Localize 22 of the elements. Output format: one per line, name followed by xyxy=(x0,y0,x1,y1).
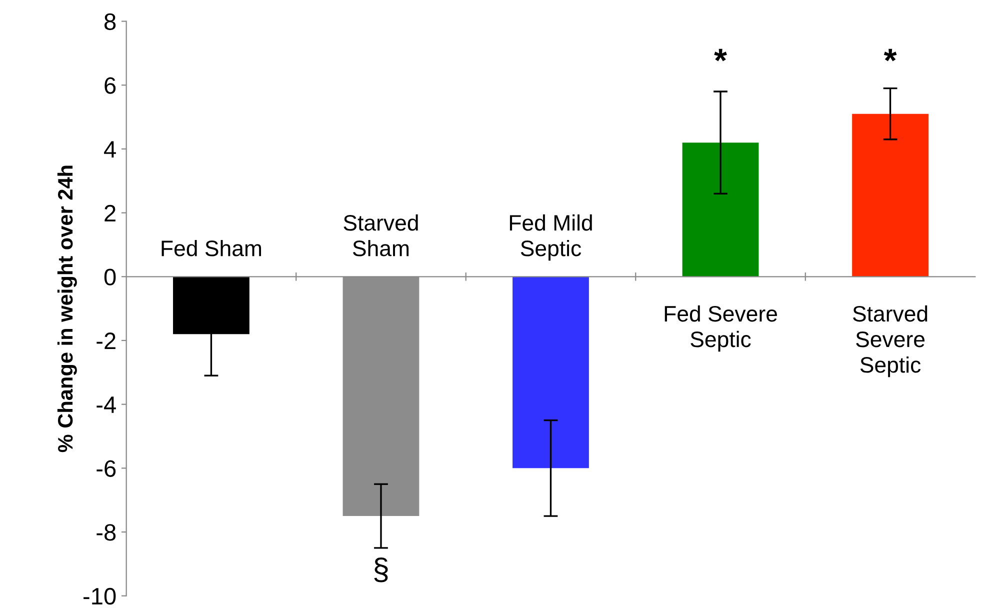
y-tick-label: 2 xyxy=(104,204,116,222)
annotation: * xyxy=(714,48,727,62)
annotation: * xyxy=(884,48,897,62)
bar xyxy=(852,114,928,277)
x-tick-label: Fed Mild Septic xyxy=(510,214,592,261)
x-tick-label: Fed Sham xyxy=(162,240,262,256)
y-tick-label: -10 xyxy=(84,588,116,605)
bar xyxy=(682,142,759,277)
y-tick-label: -6 xyxy=(96,460,116,477)
y-tick-label: -8 xyxy=(96,524,116,541)
y-axis-title: % Change in weight over 24h xyxy=(57,166,77,452)
x-tick-label: Starved Severe Septic xyxy=(852,305,928,378)
x-tick-label: Starved Sham xyxy=(344,214,418,256)
x-tick-label: Fed Severe Septic xyxy=(664,305,777,352)
y-tick-label: -2 xyxy=(96,332,116,350)
y-tick-label: 8 xyxy=(104,13,116,30)
y-tick-label: 6 xyxy=(104,77,116,94)
y-tick-label: 0 xyxy=(104,268,116,286)
y-tick-label: -4 xyxy=(96,396,116,413)
bar xyxy=(512,276,589,468)
annotation: § xyxy=(374,558,388,582)
y-tick-label: 4 xyxy=(104,141,116,158)
